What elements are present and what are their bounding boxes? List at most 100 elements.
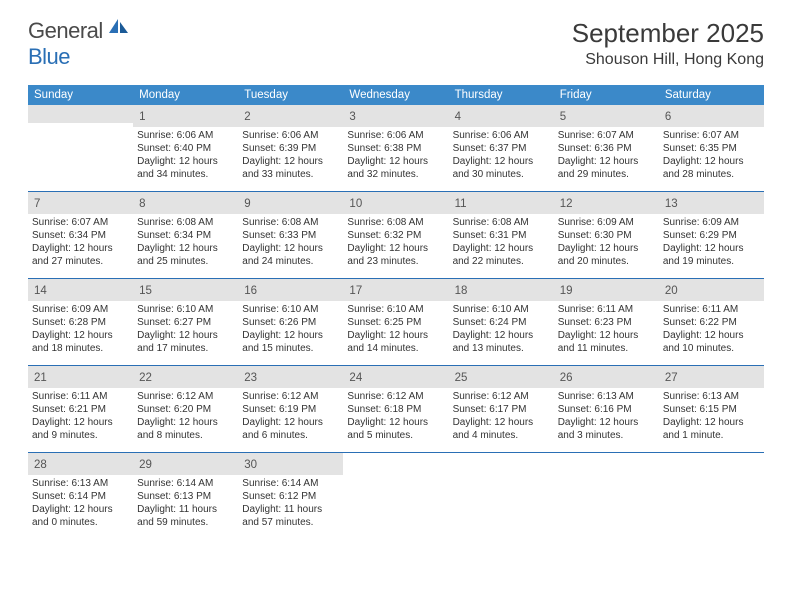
day-details: Sunrise: 6:06 AMSunset: 6:39 PMDaylight:…	[238, 127, 343, 185]
logo-text-blue-wrap: Blue	[28, 44, 70, 70]
day-details: Sunrise: 6:11 AMSunset: 6:22 PMDaylight:…	[659, 301, 764, 359]
day-number: 6	[665, 111, 671, 123]
day-number: 1	[139, 111, 145, 123]
day-cell: 22 Sunrise: 6:12 AMSunset: 6:20 PMDayligh…	[133, 366, 238, 452]
day-cell: 4Sunrise: 6:06 AMSunset: 6:37 PMDaylight…	[449, 105, 554, 191]
day-number-bar: 12	[554, 192, 659, 214]
calendar: SundayMondayTuesdayWednesdayThursdayFrid…	[28, 85, 764, 539]
weekday-header: Saturday	[659, 85, 764, 105]
day-details: Sunrise: 6:06 AMSunset: 6:38 PMDaylight:…	[343, 127, 448, 185]
day-cell: 21Sunrise: 6:11 AMSunset: 6:21 PMDayligh…	[28, 366, 133, 452]
day-number: 15	[139, 285, 152, 297]
day-number-bar: 14	[28, 279, 133, 301]
day-number: 7	[34, 198, 40, 210]
day-number: 28	[34, 459, 47, 471]
day-cell: 9 Sunrise: 6:08 AMSunset: 6:33 PMDaylight…	[238, 192, 343, 278]
day-number-bar: 11	[449, 192, 554, 214]
day-cell: 7 Sunrise: 6:07 AMSunset: 6:34 PMDaylight…	[28, 192, 133, 278]
day-number: 11	[455, 198, 467, 210]
day-number: 17	[349, 285, 362, 297]
day-number-bar: 9	[238, 192, 343, 214]
day-number-bar: 28	[28, 453, 133, 475]
day-details: Sunrise: 6:07 AMSunset: 6:35 PMDaylight:…	[659, 127, 764, 185]
day-number: 9	[244, 198, 250, 210]
day-number-bar: 4	[449, 105, 554, 127]
day-cell: 8Sunrise: 6:08 AMSunset: 6:34 PMDaylight…	[133, 192, 238, 278]
day-number-bar: 29	[133, 453, 238, 475]
day-details: Sunrise: 6:12 AMSunset: 6:19 PMDaylight:…	[238, 388, 343, 446]
day-details: Sunrise: 6:09 AMSunset: 6:30 PMDaylight:…	[554, 214, 659, 272]
logo: General	[28, 18, 133, 44]
day-number: 29	[139, 459, 152, 471]
day-cell: 2Sunrise: 6:06 AMSunset: 6:39 PMDaylight…	[238, 105, 343, 191]
day-number: 20	[665, 285, 678, 297]
day-number: 3	[349, 111, 355, 123]
day-number-bar: 30	[238, 453, 343, 475]
week-row: 1 Sunrise: 6:06 AMSunset: 6:40 PMDaylight…	[28, 105, 764, 192]
day-cell: 5 Sunrise: 6:07 AMSunset: 6:36 PMDaylight…	[554, 105, 659, 191]
day-number-bar: 20	[659, 279, 764, 301]
day-cell: 11Sunrise: 6:08 AMSunset: 6:31 PMDayligh…	[449, 192, 554, 278]
page-header: General September 2025 Shouson Hill, Hon…	[0, 0, 792, 77]
weekday-header: Sunday	[28, 85, 133, 105]
day-cell: 18 Sunrise: 6:10 AMSunset: 6:24 PMDayligh…	[449, 279, 554, 365]
day-number: 8	[139, 198, 145, 210]
day-number-bar: 19	[554, 279, 659, 301]
calendar-body: 1 Sunrise: 6:06 AMSunset: 6:40 PMDaylight…	[28, 105, 764, 539]
day-details: Sunrise: 6:09 AMSunset: 6:28 PMDaylight:…	[28, 301, 133, 359]
day-details: Sunrise: 6:10 AMSunset: 6:24 PMDaylight:…	[449, 301, 554, 359]
day-number: 5	[560, 111, 566, 123]
day-cell: 24Sunrise: 6:12 AMSunset: 6:18 PMDayligh…	[343, 366, 448, 452]
day-number-bar: 1	[133, 105, 238, 127]
empty-day-bar	[28, 105, 133, 123]
day-details: Sunrise: 6:08 AMSunset: 6:33 PMDaylight:…	[238, 214, 343, 272]
week-row: 14Sunrise: 6:09 AMSunset: 6:28 PMDayligh…	[28, 279, 764, 366]
day-number-bar: 5	[554, 105, 659, 127]
weekday-header: Friday	[554, 85, 659, 105]
title-block: September 2025 Shouson Hill, Hong Kong	[572, 18, 764, 69]
day-details: Sunrise: 6:14 AMSunset: 6:13 PMDaylight:…	[133, 475, 238, 533]
day-number: 30	[244, 459, 257, 471]
day-cell	[449, 453, 554, 539]
day-details: Sunrise: 6:10 AMSunset: 6:26 PMDaylight:…	[238, 301, 343, 359]
day-cell: 25Sunrise: 6:12 AMSunset: 6:17 PMDayligh…	[449, 366, 554, 452]
day-number-bar: 25	[449, 366, 554, 388]
day-cell: 26Sunrise: 6:13 AMSunset: 6:16 PMDayligh…	[554, 366, 659, 452]
logo-text-general: General	[28, 18, 103, 44]
day-cell: 1 Sunrise: 6:06 AMSunset: 6:40 PMDaylight…	[133, 105, 238, 191]
day-details: Sunrise: 6:12 AMSunset: 6:17 PMDaylight:…	[449, 388, 554, 446]
day-number-bar: 7	[28, 192, 133, 214]
day-cell: 6 Sunrise: 6:07 AMSunset: 6:35 PMDaylight…	[659, 105, 764, 191]
day-cell: 12 Sunrise: 6:09 AMSunset: 6:30 PMDayligh…	[554, 192, 659, 278]
day-cell: 13Sunrise: 6:09 AMSunset: 6:29 PMDayligh…	[659, 192, 764, 278]
day-details: Sunrise: 6:08 AMSunset: 6:32 PMDaylight:…	[343, 214, 448, 272]
logo-text-blue: Blue	[28, 44, 70, 69]
day-number: 10	[349, 198, 362, 210]
day-cell	[659, 453, 764, 539]
day-details: Sunrise: 6:11 AMSunset: 6:21 PMDaylight:…	[28, 388, 133, 446]
day-cell: 29 Sunrise: 6:14 AMSunset: 6:13 PMDayligh…	[133, 453, 238, 539]
day-number: 18	[455, 285, 468, 297]
day-cell	[343, 453, 448, 539]
week-row: 21Sunrise: 6:11 AMSunset: 6:21 PMDayligh…	[28, 366, 764, 453]
day-number: 24	[349, 372, 362, 384]
day-details: Sunrise: 6:06 AMSunset: 6:40 PMDaylight:…	[133, 127, 238, 185]
day-number-bar: 2	[238, 105, 343, 127]
day-details: Sunrise: 6:07 AMSunset: 6:36 PMDaylight:…	[554, 127, 659, 185]
day-number: 16	[244, 285, 257, 297]
day-cell: 30Sunrise: 6:14 AMSunset: 6:12 PMDayligh…	[238, 453, 343, 539]
day-number: 12	[560, 198, 573, 210]
day-number: 22	[139, 372, 152, 384]
day-number: 4	[455, 111, 461, 123]
month-title: September 2025	[572, 18, 764, 49]
day-cell: 14Sunrise: 6:09 AMSunset: 6:28 PMDayligh…	[28, 279, 133, 365]
day-details: Sunrise: 6:07 AMSunset: 6:34 PMDaylight:…	[28, 214, 133, 272]
day-cell: 27Sunrise: 6:13 AMSunset: 6:15 PMDayligh…	[659, 366, 764, 452]
day-number: 19	[560, 285, 573, 297]
day-number-bar: 16	[238, 279, 343, 301]
day-details: Sunrise: 6:12 AMSunset: 6:20 PMDaylight:…	[133, 388, 238, 446]
day-number-bar: 15	[133, 279, 238, 301]
day-number: 23	[244, 372, 257, 384]
day-number: 13	[665, 198, 678, 210]
day-details: Sunrise: 6:11 AMSunset: 6:23 PMDaylight:…	[554, 301, 659, 359]
